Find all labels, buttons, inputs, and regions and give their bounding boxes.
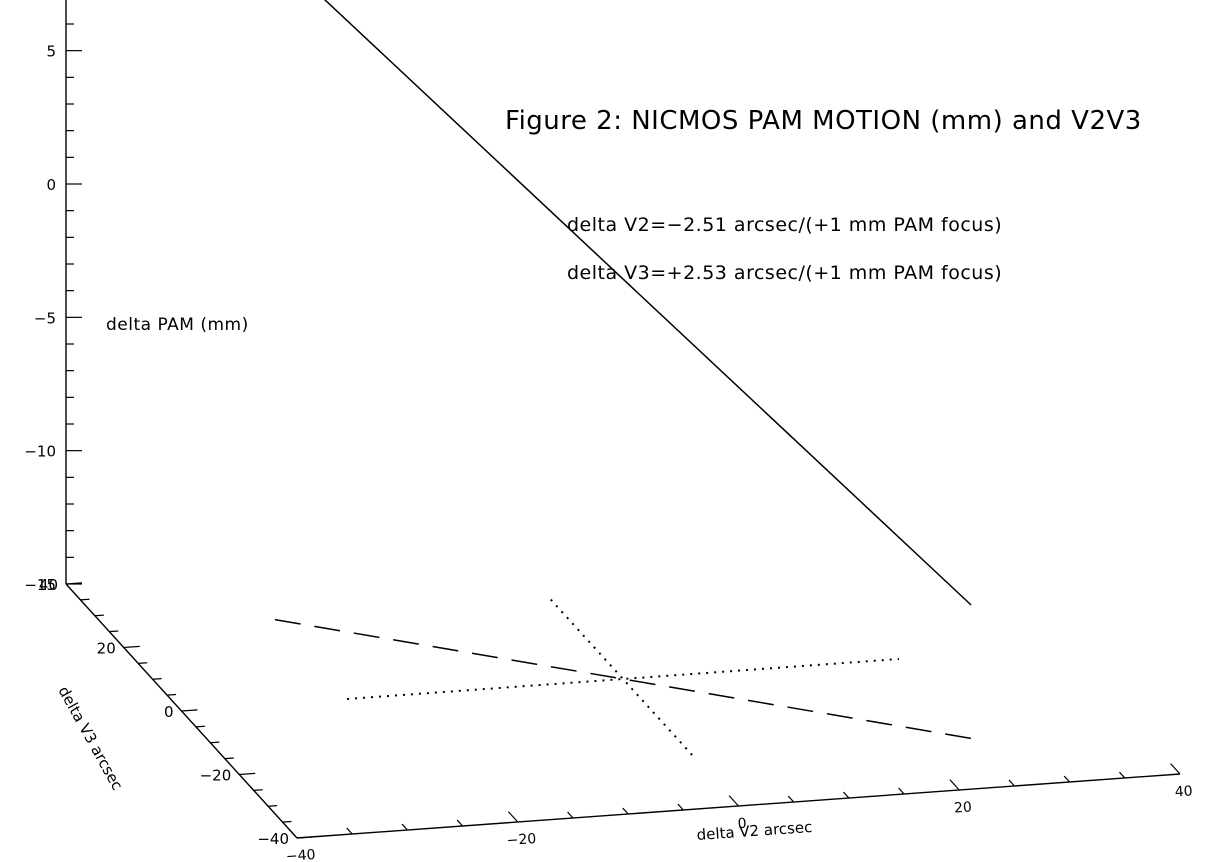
y-tick-label: 20 bbox=[97, 640, 116, 658]
z-tick-label: −5 bbox=[34, 309, 56, 327]
x-tick bbox=[346, 827, 353, 835]
x-tick bbox=[287, 827, 298, 839]
series-line-dashed-1 bbox=[274, 618, 972, 740]
x-tick bbox=[507, 811, 519, 823]
x-tick bbox=[728, 795, 739, 807]
x-tick bbox=[1170, 763, 1181, 775]
x-tick bbox=[949, 779, 960, 791]
annotation-delta-v3: delta V3=+2.53 arcsec/(+1 mm PAM focus) bbox=[567, 262, 1003, 284]
y-tick-label: 0 bbox=[164, 703, 174, 721]
series-line-dotted-2 bbox=[347, 658, 899, 700]
chart-title: Figure 2: NICMOS PAM MOTION (mm) and V2V… bbox=[505, 106, 1142, 136]
z-tick-label: 0 bbox=[46, 176, 56, 194]
y-tick-label: −20 bbox=[200, 767, 232, 785]
x-tick-label: 40 bbox=[1174, 783, 1193, 800]
x-tick bbox=[1008, 779, 1015, 787]
y-tick-label: −40 bbox=[257, 830, 289, 848]
x-tick bbox=[622, 807, 629, 815]
y-tick bbox=[253, 789, 263, 791]
y-tick bbox=[239, 772, 256, 776]
x-tick bbox=[567, 811, 574, 819]
x-tick-label: −40 bbox=[285, 847, 316, 862]
x-tick bbox=[1063, 775, 1071, 783]
x-tick bbox=[1118, 771, 1126, 779]
y-tick bbox=[152, 678, 162, 680]
x-axis-label: delta V2 arcsec bbox=[696, 818, 813, 844]
series-line-dotted-3 bbox=[550, 598, 696, 760]
y-tick bbox=[224, 757, 234, 760]
y-tick bbox=[195, 725, 205, 728]
y-tick bbox=[181, 709, 198, 712]
x-tick bbox=[677, 803, 684, 811]
y-tick bbox=[80, 598, 90, 601]
x-tick bbox=[787, 795, 795, 803]
y-tick bbox=[296, 836, 314, 839]
y-tick bbox=[138, 662, 148, 664]
x-tick bbox=[456, 819, 464, 827]
z-tick-label: −15 bbox=[24, 576, 56, 594]
z-tick-label: −10 bbox=[24, 443, 56, 461]
y-tick bbox=[282, 820, 292, 823]
y-tick bbox=[109, 630, 119, 633]
y-tick bbox=[167, 693, 177, 696]
z-tick-label: 5 bbox=[46, 43, 56, 61]
annotation-delta-v2: delta V2=−2.51 arcsec/(+1 mm PAM focus) bbox=[567, 214, 1003, 236]
y-tick bbox=[94, 614, 104, 617]
x-tick-label: 20 bbox=[954, 799, 973, 816]
x-tick-label: −20 bbox=[506, 831, 537, 849]
series-line-solid-0 bbox=[323, 0, 972, 606]
series-layer bbox=[274, 0, 972, 760]
y-tick bbox=[123, 645, 140, 649]
x-tick bbox=[898, 787, 905, 795]
z-axis-label: delta PAM (mm) bbox=[106, 315, 249, 335]
y-tick bbox=[268, 805, 278, 807]
y-tick bbox=[210, 741, 220, 744]
y-tick-label: 40 bbox=[39, 576, 58, 594]
x-tick bbox=[401, 823, 408, 831]
x-tick bbox=[843, 791, 850, 799]
y-axis-label: delta V3 arcsec bbox=[55, 683, 127, 793]
x-tick-label: 0 bbox=[737, 816, 747, 833]
